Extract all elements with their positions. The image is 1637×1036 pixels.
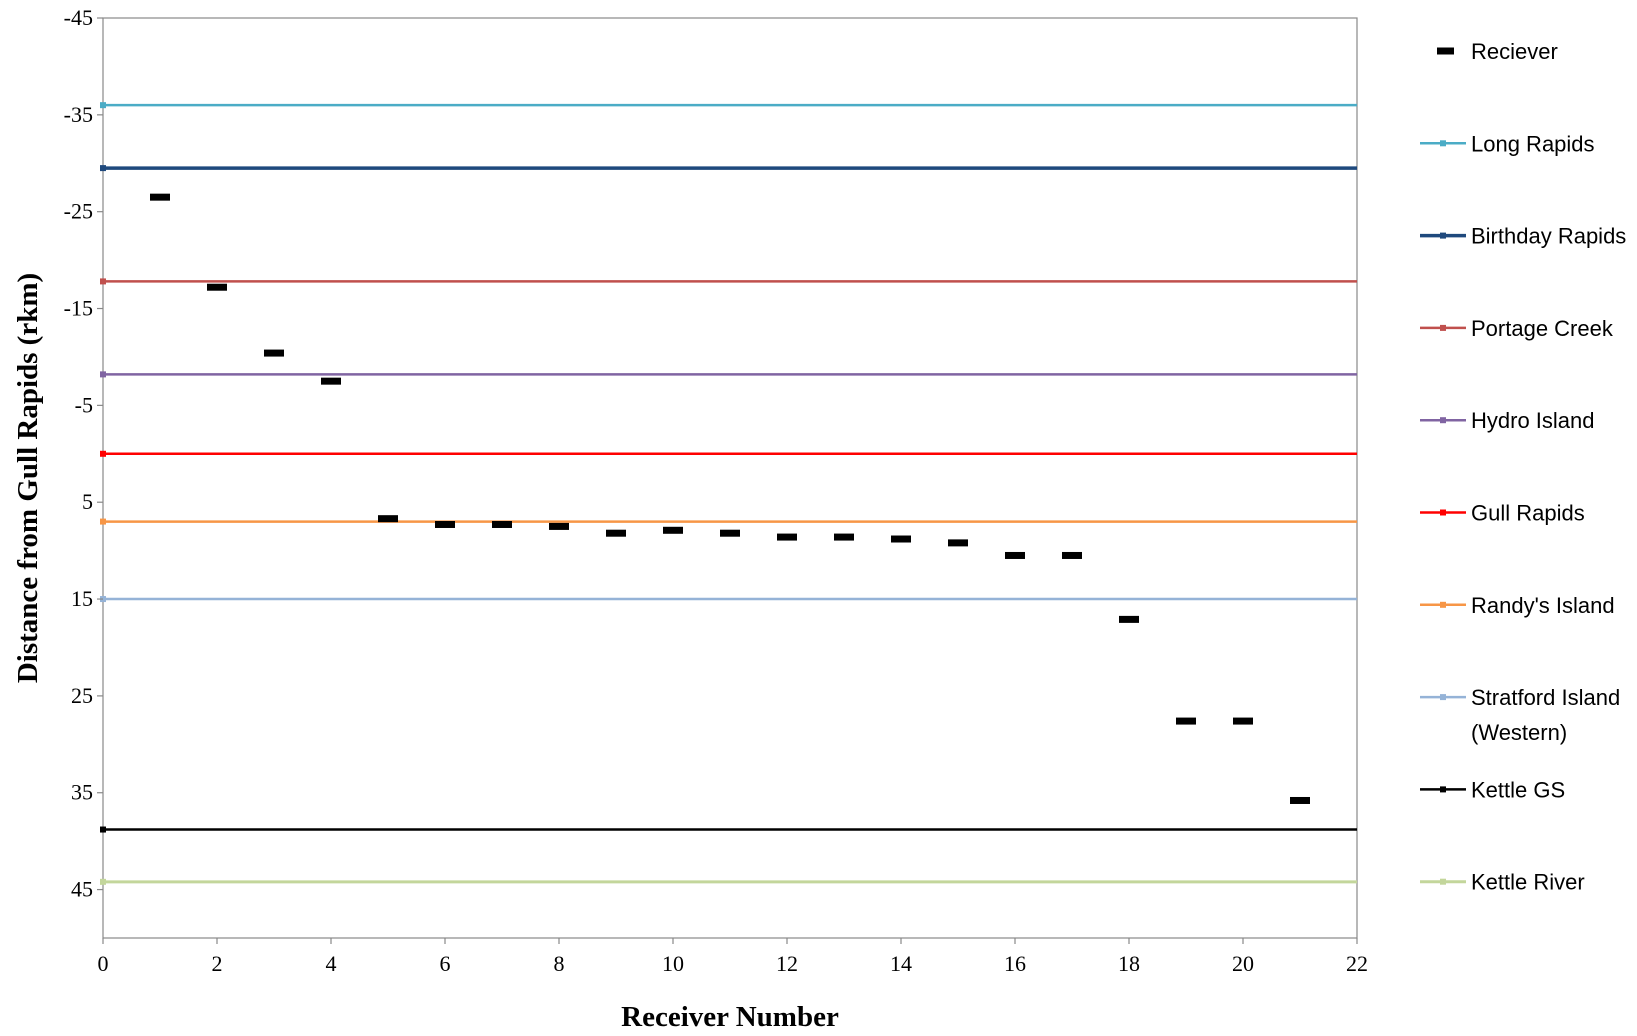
- x-tick-label-8: 16: [1004, 951, 1026, 976]
- x-tick-label-10: 20: [1232, 951, 1254, 976]
- x-tick-label-6: 12: [776, 951, 798, 976]
- receiver-point-21: [1290, 796, 1310, 804]
- legend-marker-7: [1440, 786, 1446, 793]
- legend-marker-3: [1440, 417, 1446, 424]
- receiver-point-17: [1062, 551, 1082, 559]
- legend-marker-1: [1440, 232, 1446, 239]
- receiver-point-12: [777, 533, 797, 541]
- receiver-point-14: [891, 535, 911, 543]
- receiver-point-16: [1005, 551, 1025, 559]
- reference-line-marker-4: [100, 450, 106, 457]
- y-tick-label-3: -15: [64, 296, 93, 321]
- legend: Reciever Long Rapids Birthday Rapids Portag…: [1420, 39, 1626, 895]
- receiver-point-10: [663, 526, 683, 534]
- legend-label-3: Hydro Island: [1471, 408, 1595, 433]
- legend-label-receiver: Reciever: [1471, 39, 1558, 64]
- y-tick-label-8: 35: [71, 780, 93, 805]
- receiver-point-9: [606, 529, 626, 537]
- x-tick-label-11: 22: [1346, 951, 1368, 976]
- x-tick-label-1: 2: [212, 951, 223, 976]
- x-tick-label-0: 0: [98, 951, 109, 976]
- legend-marker-6: [1440, 694, 1446, 701]
- y-tick-label-5: 5: [82, 489, 93, 514]
- legend-label-2: Portage Creek: [1471, 316, 1614, 341]
- receiver-point-2: [207, 283, 227, 291]
- legend-label-8: Kettle River: [1471, 870, 1585, 895]
- receiver-point-1: [150, 193, 170, 201]
- x-tick-label-2: 4: [326, 951, 337, 976]
- legend-label-1: Birthday Rapids: [1471, 224, 1626, 249]
- y-tick-label-2: -25: [64, 199, 93, 224]
- plot-area: [102, 17, 1358, 939]
- legend-label-0: Long Rapids: [1471, 131, 1595, 156]
- legend-label-5: Randy's Island: [1471, 593, 1615, 618]
- x-tick-label-4: 8: [554, 951, 565, 976]
- receiver-point-18: [1119, 615, 1139, 623]
- reference-line-marker-0: [100, 102, 106, 109]
- y-tick-label-7: 25: [71, 683, 93, 708]
- y-tick-label-6: 15: [71, 586, 93, 611]
- legend-marker-2: [1440, 324, 1446, 331]
- receiver-point-11: [720, 529, 740, 537]
- y-tick-label-4: -5: [75, 392, 93, 417]
- y-axis: -45 -35 -25 -15 -5 5 15 25 35 45: [64, 5, 103, 902]
- receiver-point-6: [435, 520, 455, 528]
- x-tick-label-5: 10: [662, 951, 684, 976]
- reference-line-marker-7: [100, 826, 106, 833]
- receiver-point-7: [492, 520, 512, 528]
- legend-label-6-line2: (Western): [1471, 720, 1567, 745]
- y-tick-label-9: 45: [71, 877, 93, 902]
- receiver-point-20: [1233, 717, 1253, 725]
- legend-label-6: Stratford Island: [1471, 685, 1620, 710]
- x-tick-label-9: 18: [1118, 951, 1140, 976]
- x-tick-label-7: 14: [890, 951, 912, 976]
- receiver-point-5: [378, 515, 398, 523]
- receiver-point-15: [948, 539, 968, 547]
- x-axis: 0 2 4 6 8 10 12 14 16 18 20 22: [98, 938, 1368, 976]
- x-axis-title: Receiver Number: [621, 1001, 839, 1033]
- receiver-point-3: [264, 349, 284, 357]
- reference-line-marker-2: [100, 278, 106, 285]
- legend-label-4: Gull Rapids: [1471, 501, 1585, 526]
- reference-line-marker-5: [100, 518, 106, 525]
- legend-marker-0: [1440, 140, 1446, 147]
- legend-marker-receiver: [1437, 47, 1454, 55]
- receiver-points: [150, 193, 1310, 804]
- y-tick-label-1: -35: [64, 102, 93, 127]
- legend-marker-8: [1440, 878, 1446, 885]
- receiver-point-13: [834, 533, 854, 541]
- reference-line-marker-1: [100, 165, 106, 172]
- legend-marker-4: [1440, 509, 1446, 516]
- x-tick-label-3: 6: [440, 951, 451, 976]
- reference-lines: [100, 102, 1357, 885]
- receiver-point-19: [1176, 717, 1196, 725]
- receiver-point-8: [549, 522, 569, 530]
- legend-marker-5: [1440, 601, 1446, 608]
- reference-line-marker-3: [100, 371, 106, 378]
- y-tick-label-0: -45: [64, 5, 93, 30]
- receiver-point-4: [321, 377, 341, 385]
- legend-label-7: Kettle GS: [1471, 777, 1565, 802]
- reference-line-marker-8: [100, 878, 106, 885]
- y-axis-title: Distance from Gull Rapids (rkm): [12, 273, 44, 683]
